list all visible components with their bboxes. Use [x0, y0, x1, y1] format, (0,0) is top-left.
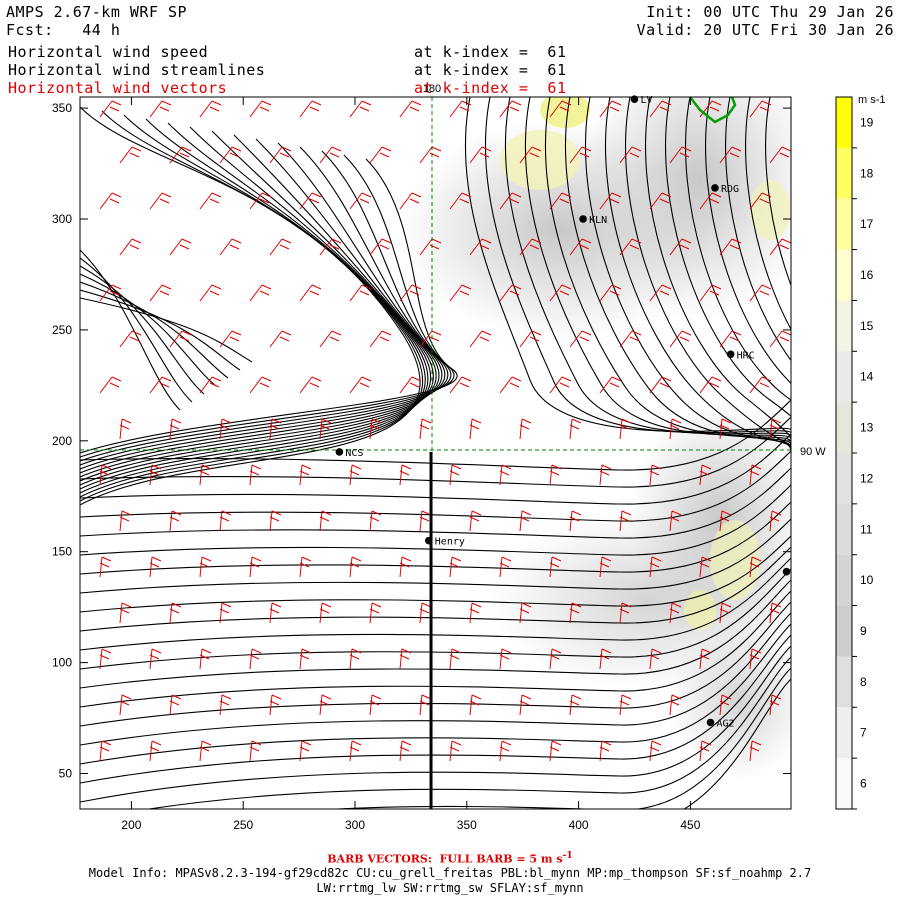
stations: LV RDG KLN HRC NCS Henry AG2: [335, 95, 791, 729]
field-streamlines-level: at k-index = 61: [414, 61, 567, 79]
y-tick-label: 300: [52, 212, 72, 226]
wind-barbs: [99, 100, 791, 762]
y-tick-label: 350: [52, 101, 72, 115]
model-info-line-2: LW:rrtmg_lw SW:rrtmg_sw SFLAY:sf_mynn: [316, 881, 584, 895]
colorbar-segment: [836, 554, 852, 606]
x-tick-label: 400: [569, 818, 589, 832]
y-tick-label: 200: [52, 434, 72, 448]
station-marker: [579, 215, 587, 223]
colorbar-label: 19: [860, 115, 874, 129]
colorbar-label: 13: [860, 421, 874, 435]
colorbar-segment: [836, 605, 852, 657]
x-tick-label: 350: [457, 818, 477, 832]
field-wind-vectors: Horizontal wind vectors: [8, 79, 228, 97]
colorbar-label: 7: [860, 726, 867, 740]
colorbar-label: 9: [860, 624, 867, 638]
model-title: AMPS 2.67-km WRF SP: [6, 3, 188, 21]
colorbar-segment: [836, 249, 852, 301]
map-frame: [79, 96, 792, 810]
colorbar-segment: [836, 97, 852, 148]
plot-area: [80, 97, 791, 809]
colorbar-segment: [836, 758, 852, 809]
wind-streamlines: [80, 97, 791, 809]
station-label: KLN: [589, 215, 607, 226]
station-marker: [335, 448, 344, 456]
y-tick-label: 150: [52, 545, 72, 559]
colorbar-segment: [836, 656, 852, 708]
barb-legend: BARB VECTORS: FULL BARB = 5 m s-1: [327, 850, 573, 866]
colorbar-label: 10: [860, 573, 874, 587]
field-wind-speed: Horizontal wind speed: [8, 43, 209, 61]
colorbar-segment: [836, 503, 852, 555]
valid-time: Valid: 20 UTC Fri 30 Jan 26: [636, 21, 894, 39]
colorbar-segment: [836, 198, 852, 250]
colorbar-label: 6: [860, 777, 867, 791]
x-tick-label: 450: [680, 818, 700, 832]
colorbar-segment: [836, 147, 852, 199]
x-tick-label: 250: [233, 818, 253, 832]
colorbar-segment: [836, 402, 852, 453]
colorbar-label: 17: [860, 217, 874, 231]
station-marker: [726, 350, 735, 359]
station-marker: [711, 184, 719, 192]
station-label: AG2: [717, 718, 735, 729]
x-axis-ticks: 200 250 300 350 400 450: [121, 97, 701, 832]
colorbar-label: 18: [860, 166, 874, 180]
y-axis-ticks: 50 100 150 200 250 300 350: [52, 101, 791, 781]
station-marker: [706, 718, 715, 727]
station-marker: [424, 536, 433, 545]
init-time: Init: 00 UTC Thu 29 Jan 26: [646, 3, 894, 21]
colorbar-label: 16: [860, 268, 874, 282]
y-tick-label: 50: [59, 767, 73, 781]
forecast-hour: Fcst: 44 h: [6, 21, 121, 39]
colorbar-segment: [836, 707, 852, 759]
colorbar-label: 11: [860, 522, 873, 536]
colorbar-segment: [836, 351, 852, 403]
field-wind-vectors-level: at k-index = 61: [414, 79, 567, 97]
colorbar-segment: [836, 453, 852, 504]
station-label: NCS: [345, 448, 363, 459]
colorbar-label: 12: [860, 471, 874, 485]
coastline: [689, 97, 737, 124]
station-label: Henry: [435, 537, 465, 548]
station-label: HRC: [737, 350, 755, 361]
meridian-label: 180: [423, 83, 441, 95]
y-tick-label: 100: [52, 656, 72, 670]
colorbar-units: m s-1: [858, 94, 886, 106]
y-tick-label: 250: [52, 323, 72, 337]
field-streamlines: Horizontal wind streamlines: [8, 61, 266, 79]
model-info-line-1: Model Info: MPASv8.2.3-194-gf29cd82c CU:…: [88, 866, 812, 880]
colorbar-segment: [836, 300, 852, 352]
x-tick-label: 200: [121, 818, 141, 832]
wind-speed-shading: [400, 97, 791, 780]
colorbar-label: 14: [860, 370, 874, 384]
x-tick-label: 300: [345, 818, 365, 832]
latitude-label: 90 W: [800, 446, 826, 458]
colorbar: 19 18 17 16 15 14 13 12 11 10 9 8 7 6: [835, 96, 874, 810]
colorbar-label: 8: [860, 675, 867, 689]
field-wind-speed-level: at k-index = 61: [414, 43, 567, 61]
station-label: RDG: [721, 184, 739, 195]
station-marker: [782, 567, 791, 576]
station-label: LV: [640, 95, 652, 106]
colorbar-label: 15: [860, 319, 874, 333]
